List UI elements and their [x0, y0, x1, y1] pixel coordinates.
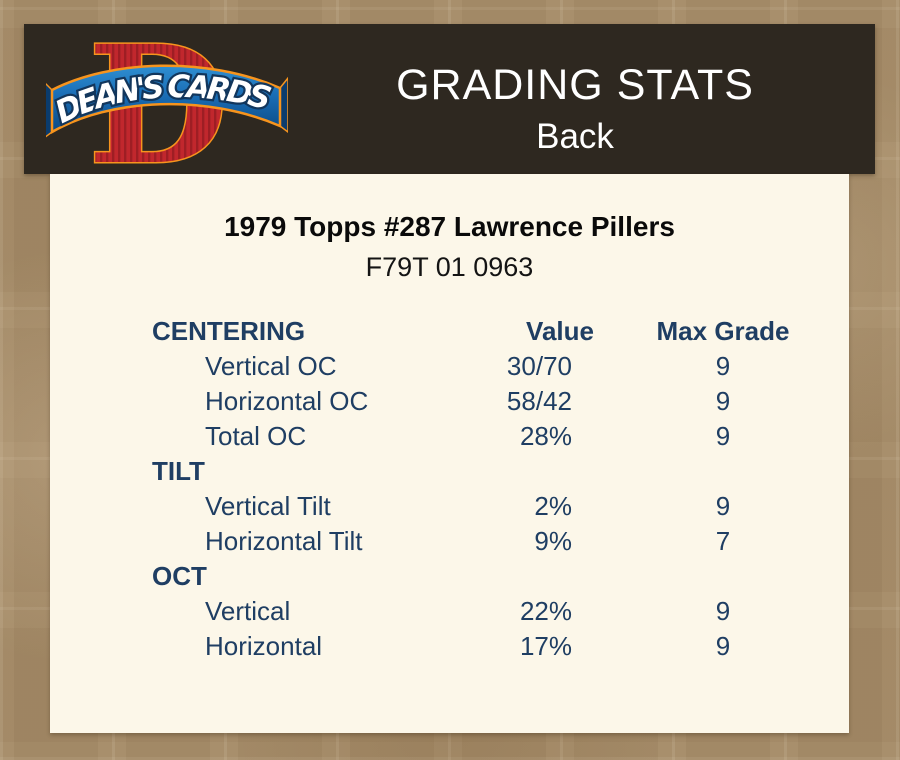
table-header-row: CENTERING Value Max Grade	[152, 314, 798, 349]
max-grade-cell: 9	[715, 351, 731, 381]
value-cell: 2%	[534, 491, 572, 521]
row-label: Vertical	[205, 596, 291, 626]
page-title: GRADING STATS	[396, 61, 754, 109]
card-title: 1979 Topps #287 Lawrence Pillers	[224, 211, 675, 242]
table-row-horizontal-tilt: Horizontal Tilt 9% 7	[152, 524, 798, 559]
table-row-vertical-oc: Vertical OC 30/70 9	[152, 349, 798, 384]
stats-panel: 1979 Topps #287 Lawrence Pillers F79T 01…	[50, 174, 849, 733]
row-label: Total OC	[205, 421, 307, 451]
tilt-section-header: TILT	[152, 456, 205, 486]
max-grade-cell: 9	[715, 386, 731, 416]
max-grade-cell: 7	[715, 526, 731, 556]
ribbon-banner-icon	[50, 64, 282, 135]
max-grade-cell: 9	[715, 421, 731, 451]
centering-section-header: CENTERING	[152, 316, 306, 346]
table-row-total-oc: Total OC 28% 9	[152, 419, 798, 454]
row-label: Vertical Tilt	[205, 491, 331, 521]
tilt-section-row: TILT	[152, 454, 798, 489]
row-label: Horizontal OC	[205, 386, 369, 416]
header-banner: D DEAN'S CARDS GRADING STATS Back	[24, 24, 875, 174]
value-cell: 30/70	[506, 351, 572, 381]
value-cell: 9%	[534, 526, 572, 556]
table-row-horizontal-oc: Horizontal OC 58/42 9	[152, 384, 798, 419]
card-side-label: Back	[536, 117, 614, 156]
header-text-block: GRADING STATS Back	[275, 60, 875, 160]
deans-cards-logo: D DEAN'S CARDS	[46, 32, 288, 172]
max-grade-column-header: Max Grade	[656, 316, 790, 346]
max-grade-cell: 9	[715, 491, 731, 521]
oct-section-row: OCT	[152, 559, 798, 594]
value-cell: 28%	[519, 421, 572, 451]
row-label: Horizontal	[205, 631, 323, 661]
table-row-oct-vertical: Vertical 22% 9	[152, 594, 798, 629]
max-grade-cell: 9	[715, 596, 731, 626]
grading-stats-table: CENTERING Value Max Grade Vertical OC 30…	[152, 314, 798, 664]
card-serial-number: F79T 01 0963	[365, 252, 534, 282]
value-cell: 58/42	[506, 386, 572, 416]
oct-section-header: OCT	[152, 561, 207, 591]
value-cell: 22%	[519, 596, 572, 626]
row-label: Horizontal Tilt	[205, 526, 363, 556]
value-cell: 17%	[519, 631, 572, 661]
table-row-vertical-tilt: Vertical Tilt 2% 9	[152, 489, 798, 524]
value-column-header: Value	[526, 316, 594, 346]
row-label: Vertical OC	[205, 351, 337, 381]
max-grade-cell: 9	[715, 631, 731, 661]
table-row-oct-horizontal: Horizontal 17% 9	[152, 629, 798, 664]
